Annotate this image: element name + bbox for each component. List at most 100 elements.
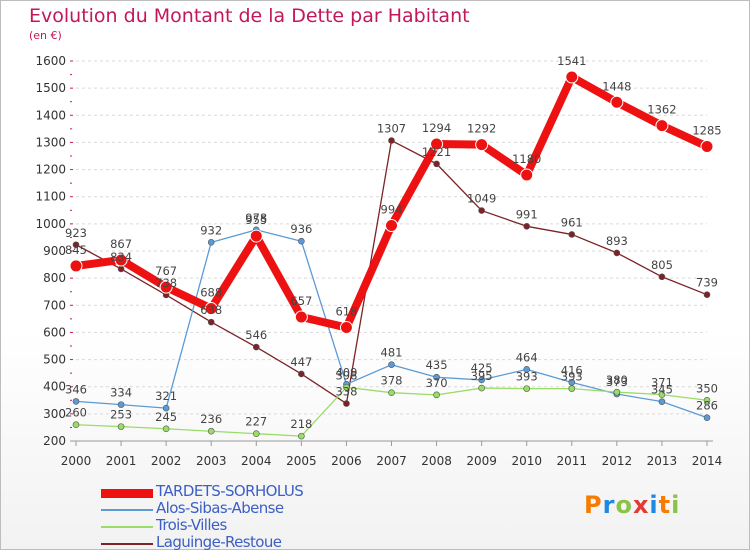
series-point-0: [159, 280, 173, 294]
data-label: 1448: [602, 79, 631, 93]
x-tick-label: 2005: [286, 454, 317, 468]
logo-letter: o: [615, 491, 633, 519]
y-tick-label: 1200: [35, 163, 66, 177]
y-tick-label: 1000: [35, 217, 66, 231]
data-label: 409: [335, 365, 357, 379]
data-label: 688: [200, 286, 222, 300]
series-point-0: [655, 119, 669, 133]
data-label: 227: [245, 415, 267, 429]
logo-letter: i: [671, 491, 681, 519]
series-point-3: [523, 223, 531, 230]
y-tick-label: 200: [43, 434, 66, 448]
series-point-1: [298, 237, 305, 245]
series-point-0: [204, 302, 218, 316]
data-label: 447: [290, 355, 312, 369]
x-tick-label: 2006: [331, 454, 362, 468]
series-point-3: [117, 265, 125, 273]
series-point-0: [114, 253, 128, 267]
series-point-0: [339, 321, 353, 335]
data-label: 739: [696, 276, 718, 290]
series-point-0: [565, 70, 579, 84]
data-label: 936: [290, 222, 312, 236]
logo-letter: x: [632, 491, 650, 519]
series-point-3: [207, 318, 215, 326]
series-point-3: [252, 343, 260, 351]
x-tick-label: 2008: [421, 454, 452, 468]
series-point-3: [433, 160, 440, 168]
x-tick-label: 2007: [376, 454, 407, 468]
data-label: 464: [516, 350, 538, 364]
series-point-2: [298, 432, 305, 440]
proxiti-logo: Proxiti: [584, 491, 680, 519]
series-point-1: [523, 366, 531, 373]
data-label: 1292: [467, 122, 496, 136]
legend-swatch: [101, 526, 153, 528]
data-label: 321: [155, 389, 177, 403]
series-point-2: [162, 425, 170, 433]
series-point-3: [658, 273, 666, 281]
data-label: 546: [245, 328, 267, 342]
x-tick-label: 2012: [602, 454, 633, 468]
logo-letter: i: [649, 491, 659, 519]
data-label: 338: [335, 385, 357, 399]
data-label: 961: [561, 215, 583, 229]
series-point-1: [703, 414, 711, 421]
series-point-0: [520, 168, 534, 182]
data-label: 345: [651, 383, 673, 397]
x-tick-label: 2009: [466, 454, 497, 468]
series-point-0: [294, 310, 308, 324]
series-point-2: [207, 427, 215, 435]
data-label: 350: [696, 381, 718, 395]
data-label: 638: [200, 303, 222, 317]
y-tick-label: 500: [43, 353, 66, 367]
series-point-2: [388, 389, 395, 396]
data-label: 1180: [512, 152, 541, 166]
chart-title: Evolution du Montant de la Dette par Hab…: [29, 5, 470, 27]
data-label: 923: [65, 226, 87, 240]
data-label: 378: [381, 374, 403, 388]
legend-swatch: [101, 488, 153, 498]
plot-area: 200 300 400 500 600 700 800 900 1000 1100 1200 1300…: [35, 54, 722, 468]
series-point-3: [343, 400, 350, 407]
series-point-2: [343, 383, 350, 391]
series-point-1: [162, 404, 170, 412]
x-tick-label: 2010: [511, 454, 542, 468]
data-label: 867: [110, 237, 132, 251]
y-tick-label: 600: [43, 325, 66, 339]
data-label: 253: [110, 408, 132, 422]
data-label: 218: [290, 417, 312, 431]
y-tick-label: 400: [43, 380, 66, 394]
series-point-0: [385, 218, 398, 232]
series-point-2: [568, 385, 576, 392]
x-tick-label: 2001: [106, 454, 137, 468]
y-tick-label: 1100: [35, 190, 66, 204]
series-point-2: [478, 384, 485, 392]
series-point-3: [298, 370, 305, 378]
series-point-3: [703, 291, 711, 299]
data-label: 991: [516, 207, 538, 221]
y-tick-label: 1600: [35, 54, 66, 68]
data-label: 245: [155, 410, 177, 424]
data-label: 1285: [692, 124, 721, 138]
series-point-1: [658, 398, 666, 405]
data-label: 845: [65, 243, 87, 257]
unit-label: (en €): [29, 29, 62, 42]
series-point-1: [433, 373, 440, 381]
data-label: 286: [696, 399, 718, 413]
series-point-0: [610, 95, 624, 109]
legend-swatch: [101, 543, 153, 545]
x-tick-label: 2000: [61, 454, 92, 468]
series-point-0: [249, 229, 263, 243]
series-point-1: [478, 376, 485, 384]
logo-letter: P: [584, 491, 603, 519]
series-point-1: [117, 401, 125, 408]
data-label: 416: [561, 363, 583, 377]
series-point-0: [700, 140, 714, 153]
series-point-0: [69, 259, 83, 273]
y-tick-label: 1400: [35, 108, 66, 122]
legend-label: Trois-Villes: [156, 516, 227, 534]
series-point-2: [117, 423, 125, 430]
series-point-2: [433, 391, 440, 399]
data-label: 955: [245, 213, 267, 227]
